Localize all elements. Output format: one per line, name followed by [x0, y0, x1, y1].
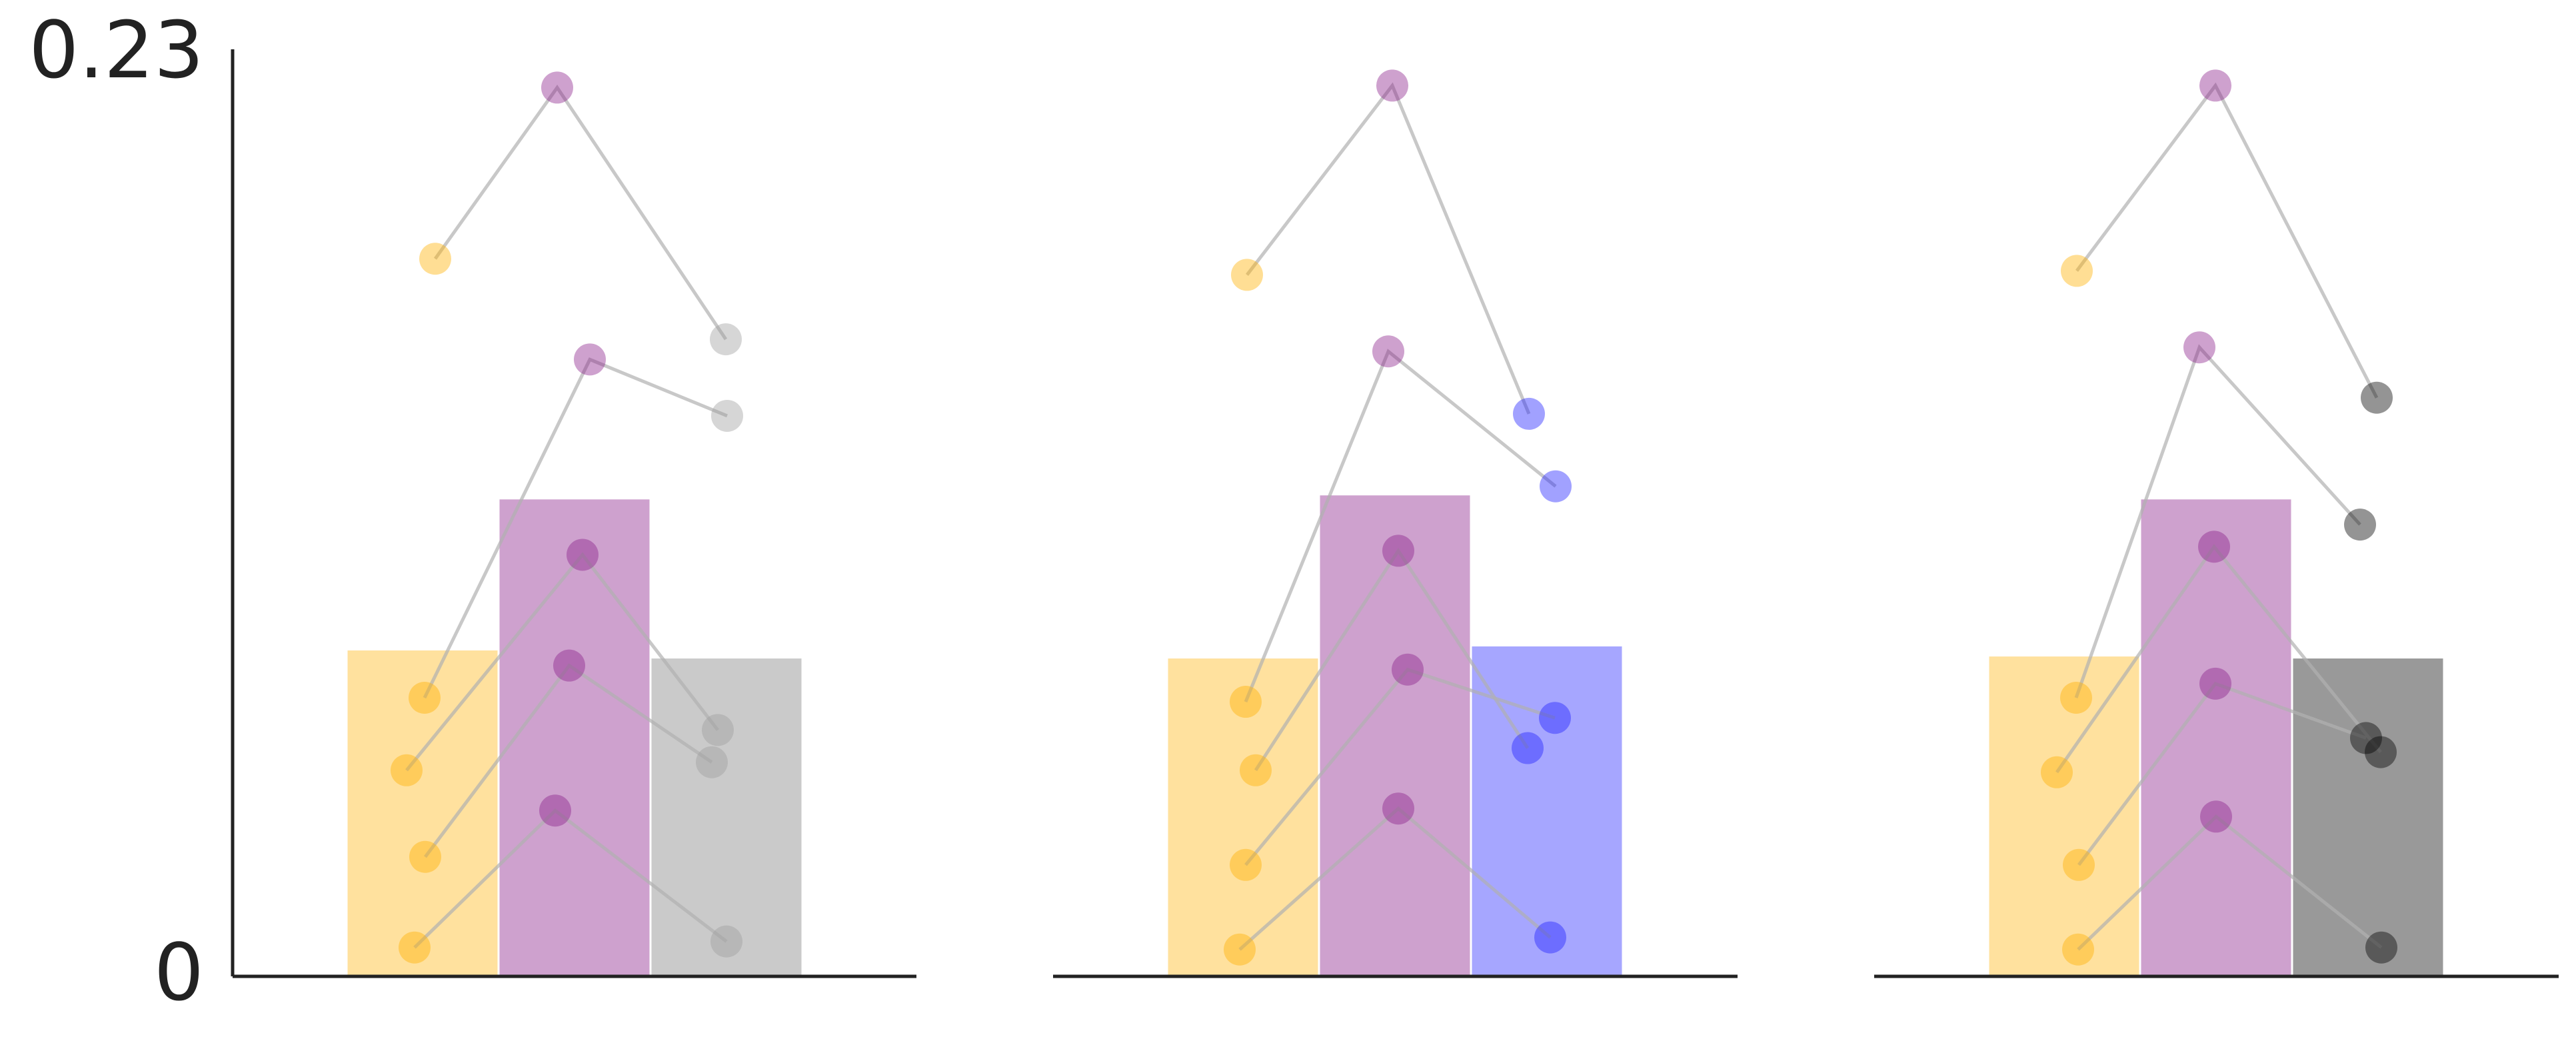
data-point-panel3-gold [2041, 756, 2073, 788]
subject-line-panel2-4 [1244, 667, 1556, 866]
data-point-panel1-silver [696, 746, 728, 778]
bar-panel1-purple [497, 497, 652, 977]
subject-line-panel1-3 [405, 552, 719, 772]
data-point-panel3-purple [2199, 69, 2231, 102]
data-point-panel1-purple [539, 794, 571, 827]
data-point-panel3-dark [2344, 509, 2376, 541]
data-point-panel2-blue [1513, 397, 1545, 430]
data-point-panel2-gold [1230, 686, 1262, 718]
data-point-panel2-blue [1512, 732, 1544, 764]
subject-line-panel2-5 [1238, 806, 1552, 951]
data-point-panel2-blue [1534, 921, 1566, 954]
data-point-panel2-blue [1539, 702, 1571, 734]
panels-layer [233, 69, 2559, 978]
data-point-panel3-purple [2199, 667, 2231, 700]
subject-line-panel3-4 [2077, 681, 2367, 866]
subject-line-panel1-5 [413, 808, 728, 949]
data-point-panel2-purple [1376, 69, 1408, 102]
panel-2 [1053, 69, 1738, 978]
data-point-panel1-silver [710, 323, 742, 356]
subject-line-panel3-2 [2074, 344, 2361, 698]
subject-line-panel1-1 [433, 85, 728, 341]
data-point-panel1-gold [391, 754, 423, 786]
data-point-panel1-gold [419, 243, 451, 275]
data-point-panel2-blue [1540, 470, 1572, 503]
data-point-panel2-purple [1372, 335, 1404, 368]
y-tick-label-zero: 0 [154, 926, 204, 1018]
data-point-panel3-dark [2350, 722, 2382, 754]
data-point-panel1-gold [409, 840, 441, 873]
data-point-panel2-purple [1382, 792, 1414, 825]
subject-line-panel1-4 [424, 663, 713, 858]
data-point-panel1-purple [541, 71, 573, 104]
data-point-panel1-silver [710, 925, 742, 958]
data-point-panel3-purple [2198, 530, 2230, 563]
subject-line-panel3-5 [2077, 814, 2383, 951]
data-point-panel3-gold [2063, 848, 2095, 881]
subject-line-panel2-3 [1254, 547, 1530, 772]
subject-line-panel2-1 [1246, 82, 1531, 415]
data-point-panel3-dark [2365, 931, 2397, 964]
data-point-panel1-gold [409, 682, 441, 714]
data-point-panel3-gold [2061, 255, 2093, 287]
panel-3 [1874, 69, 2559, 978]
bar-panel3-dark [2291, 656, 2445, 977]
data-point-panel1-purple [567, 538, 599, 571]
data-point-panel3-gold [2062, 933, 2094, 966]
data-point-panel2-purple [1392, 653, 1424, 686]
data-point-panel1-gold [399, 931, 431, 964]
data-point-panel1-silver [702, 714, 734, 746]
subject-line-panel3-1 [2075, 82, 2379, 399]
data-point-panel2-gold [1231, 259, 1263, 291]
data-point-panel1-purple [553, 649, 585, 682]
subject-line-panel3-3 [2055, 544, 2382, 774]
axes-layer: 0.23 0 [29, 4, 235, 1018]
data-point-panel3-purple [2200, 800, 2232, 833]
y-tick-label-max: 0.23 [29, 4, 204, 96]
panel-1 [233, 71, 916, 978]
data-point-panel3-purple [2183, 331, 2215, 364]
data-point-panel1-silver [711, 399, 743, 432]
data-point-panel3-dark [2365, 736, 2397, 768]
bar-panel1-silver [649, 656, 804, 977]
data-point-panel2-gold [1230, 848, 1262, 881]
data-point-panel3-gold [2060, 682, 2092, 714]
bar-panel3-purple [2139, 497, 2293, 977]
data-point-panel2-purple [1382, 534, 1414, 567]
data-point-panel2-gold [1240, 754, 1272, 786]
subject-line-panel1-2 [423, 357, 728, 699]
data-point-panel3-dark [2361, 381, 2393, 414]
bar-panel2-purple [1318, 493, 1472, 977]
bar-panel1-gold [345, 648, 500, 977]
data-point-panel1-purple [574, 343, 606, 376]
data-point-panel2-gold [1224, 933, 1256, 966]
subject-line-panel2-2 [1244, 349, 1557, 702]
